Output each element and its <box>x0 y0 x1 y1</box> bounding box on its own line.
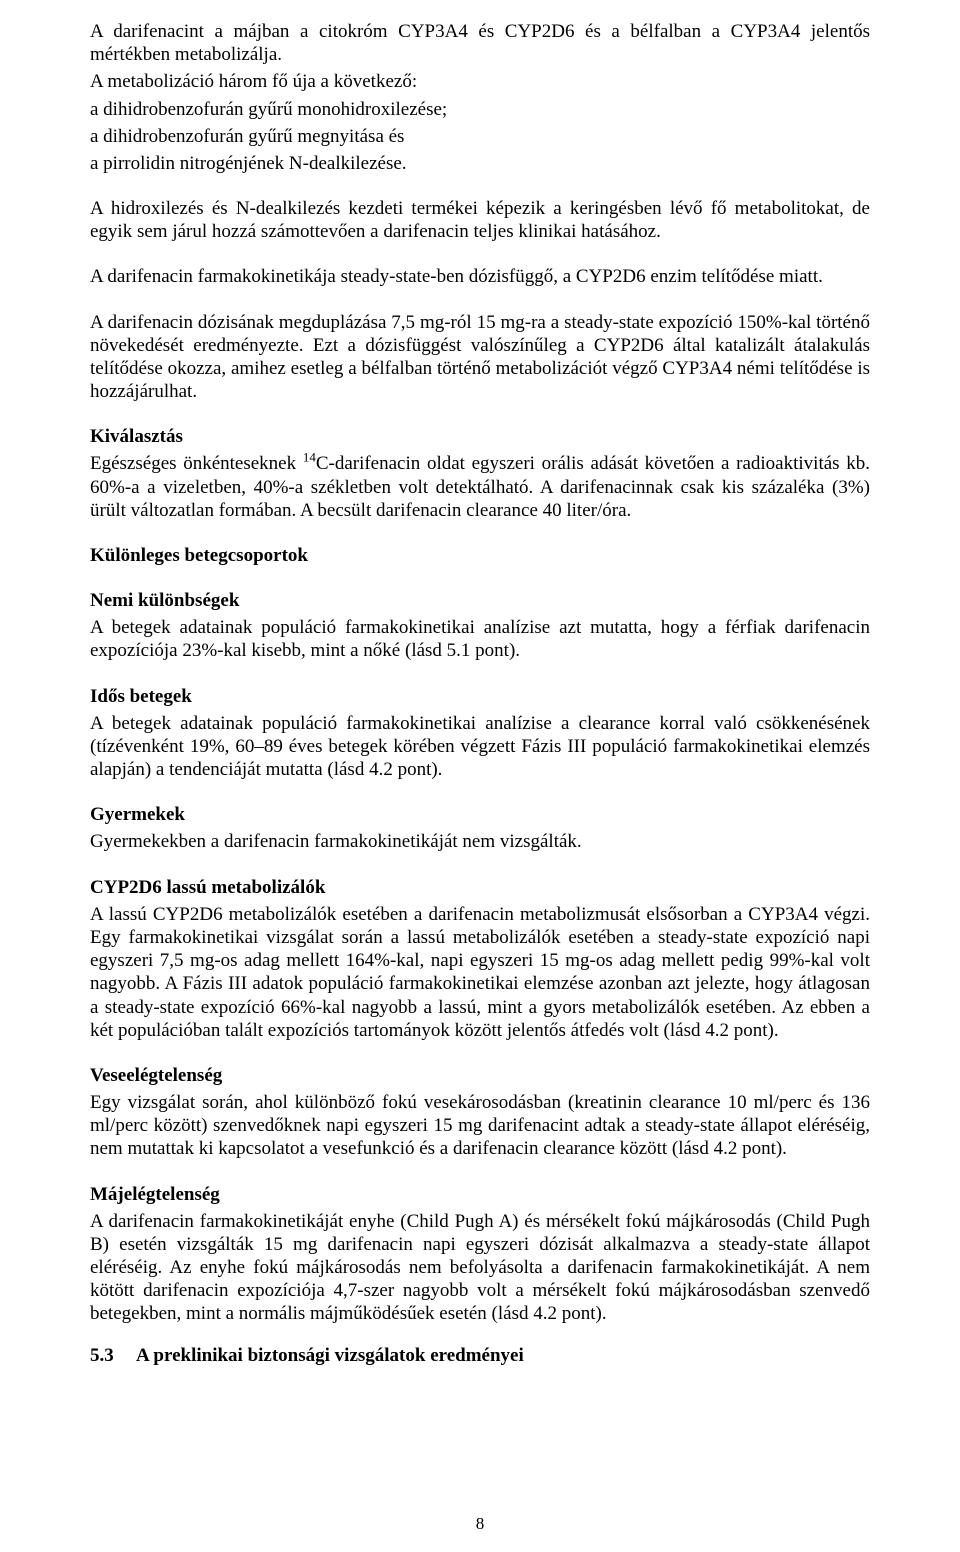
heading-nemi-kulonbsegek: Nemi különbségek <box>90 589 870 612</box>
heading-gyermekek: Gyermekek <box>90 803 870 826</box>
paragraph: A lassú CYP2D6 metabolizálók esetében a … <box>90 903 870 1042</box>
superscript-14: 14 <box>303 450 316 465</box>
document-page: A darifenacint a májban a citokróm CYP3A… <box>0 0 960 1552</box>
paragraph: A betegek adatainak populáció farmakokin… <box>90 616 870 662</box>
paragraph: A hidroxilezés és N-dealkilezés kezdeti … <box>90 197 870 243</box>
heading-kulonleges-betegcsoportok: Különleges betegcsoportok <box>90 544 870 567</box>
section-title: A preklinikai biztonsági vizsgálatok ere… <box>136 1345 524 1366</box>
paragraph: A darifenacin farmakokinetikáját enyhe (… <box>90 1210 870 1326</box>
paragraph: A metabolizáció három fő úja a következő… <box>90 70 870 93</box>
heading-veseelegtelenseg: Veseelégtelenség <box>90 1064 870 1087</box>
paragraph: A darifenacin farmakokinetikája steady-s… <box>90 265 870 288</box>
text: Egészséges önkénteseknek <box>90 453 303 474</box>
paragraph: A darifenacin dózisának megduplázása 7,5… <box>90 311 870 404</box>
paragraph: a pirrolidin nitrogénjének N-dealkilezés… <box>90 152 870 175</box>
heading-cyp2d6: CYP2D6 lassú metabolizálók <box>90 876 870 899</box>
paragraph: Gyermekekben a darifenacin farmakokineti… <box>90 830 870 853</box>
paragraph: a dihidrobenzofurán gyűrű monohidroxilez… <box>90 98 870 121</box>
paragraph: A betegek adatainak populáció farmakokin… <box>90 712 870 782</box>
heading-majelegtelenseg: Májelégtelenség <box>90 1183 870 1206</box>
section-number: 5.3 <box>90 1344 136 1367</box>
page-number: 8 <box>0 1514 960 1534</box>
heading-kivalasztas: Kiválasztás <box>90 425 870 448</box>
paragraph: Egészséges önkénteseknek 14C-darifenacin… <box>90 452 870 522</box>
heading-idos-betegek: Idős betegek <box>90 685 870 708</box>
section-5-3: 5.3A preklinikai biztonsági vizsgálatok … <box>90 1344 870 1367</box>
paragraph: A darifenacint a májban a citokróm CYP3A… <box>90 20 870 66</box>
paragraph: a dihidrobenzofurán gyűrű megnyitása és <box>90 125 870 148</box>
paragraph: Egy vizsgálat során, ahol különböző fokú… <box>90 1091 870 1161</box>
